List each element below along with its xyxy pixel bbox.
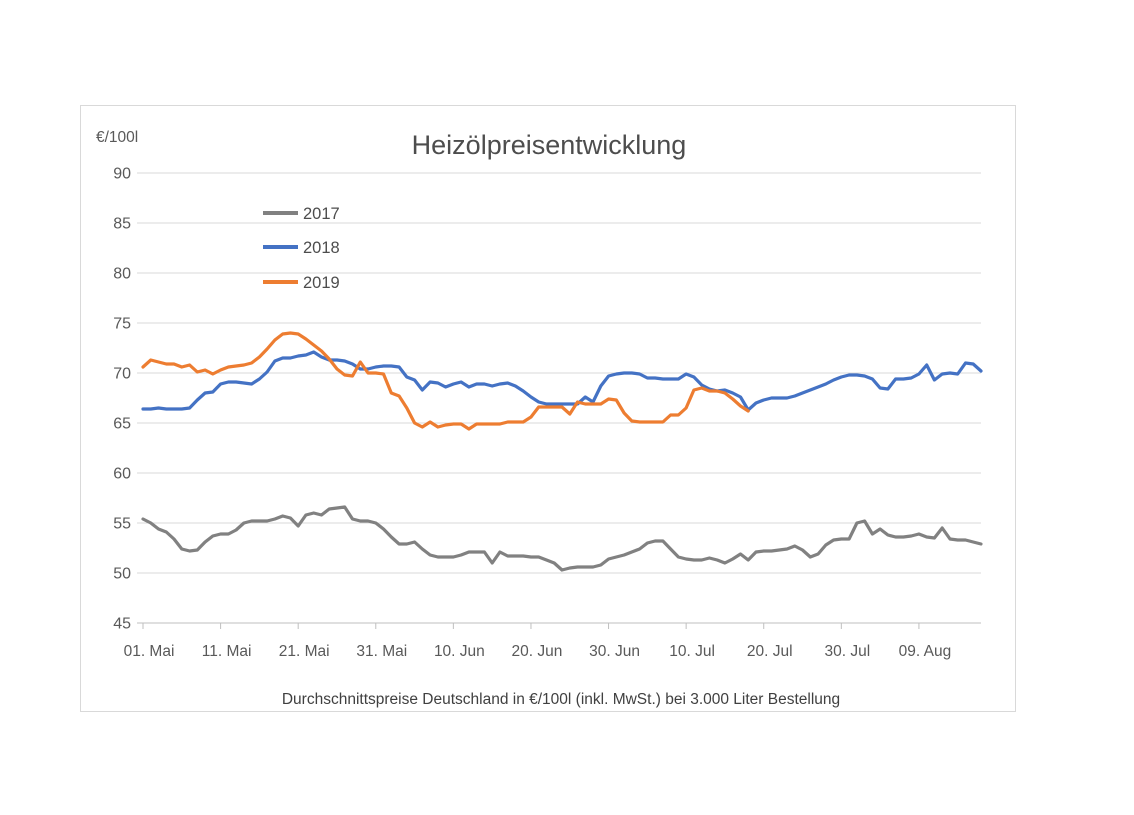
- chart-caption: Durchschnittspreise Deutschland in €/100…: [282, 691, 840, 708]
- x-tick-label: 11. Mai: [202, 643, 252, 660]
- y-tick-label: 75: [113, 316, 131, 333]
- series-line-2017: [141, 505, 983, 572]
- legend-item-2018: 2018: [263, 239, 340, 257]
- y-tick-label: 65: [113, 416, 131, 433]
- x-tick-label: 10. Jul: [669, 643, 715, 660]
- series-line-2018: [141, 350, 983, 412]
- x-tick-label: 10. Jun: [434, 643, 485, 660]
- gridlines: [137, 172, 981, 624]
- y-tick-label: 85: [113, 216, 131, 233]
- y-tick-label: 80: [113, 266, 131, 283]
- y-tick-label: 45: [113, 616, 131, 633]
- y-tick-label: 70: [113, 366, 131, 383]
- series-line-2019: [141, 331, 750, 431]
- y-unit-label: €/100l: [96, 129, 138, 146]
- chart-title: Heizölpreisentwicklung: [412, 130, 687, 160]
- series-lines: [141, 331, 983, 572]
- chart-card: 90 85 80 75 70 65 60 55 50 45 01. Mai 11. Mai 21. M…: [80, 105, 1016, 712]
- legend-label-2018: 2018: [303, 239, 340, 257]
- x-axis: [142, 623, 920, 629]
- x-tick-label: 31. Mai: [356, 643, 407, 660]
- x-tick-label: 30. Jul: [824, 643, 870, 660]
- x-tick-label: 20. Jul: [747, 643, 793, 660]
- legend-item-2019: 2019: [263, 274, 340, 292]
- line-chart: 90 85 80 75 70 65 60 55 50 45 01. Mai 11. Mai 21. M…: [96, 129, 983, 708]
- legend-label-2019: 2019: [303, 274, 340, 292]
- legend-label-2017: 2017: [303, 205, 340, 223]
- y-tick-label: 50: [113, 566, 131, 583]
- x-tick-label: 09. Aug: [899, 643, 952, 660]
- x-tick-label: 30. Jun: [589, 643, 640, 660]
- legend-item-2017: 2017: [263, 205, 340, 223]
- y-tick-label: 55: [113, 516, 131, 533]
- y-tick-label: 60: [113, 466, 131, 483]
- legend: 2017 2018 2019: [263, 205, 340, 292]
- y-axis-labels: 90 85 80 75 70 65 60 55 50 45: [113, 166, 131, 633]
- x-tick-label: 01. Mai: [124, 643, 175, 660]
- y-tick-label: 90: [113, 166, 131, 183]
- x-tick-label: 21. Mai: [279, 643, 330, 660]
- x-axis-labels: 01. Mai 11. Mai 21. Mai 31. Mai 10. Jun 20. J…: [124, 643, 952, 660]
- x-tick-label: 20. Jun: [512, 643, 563, 660]
